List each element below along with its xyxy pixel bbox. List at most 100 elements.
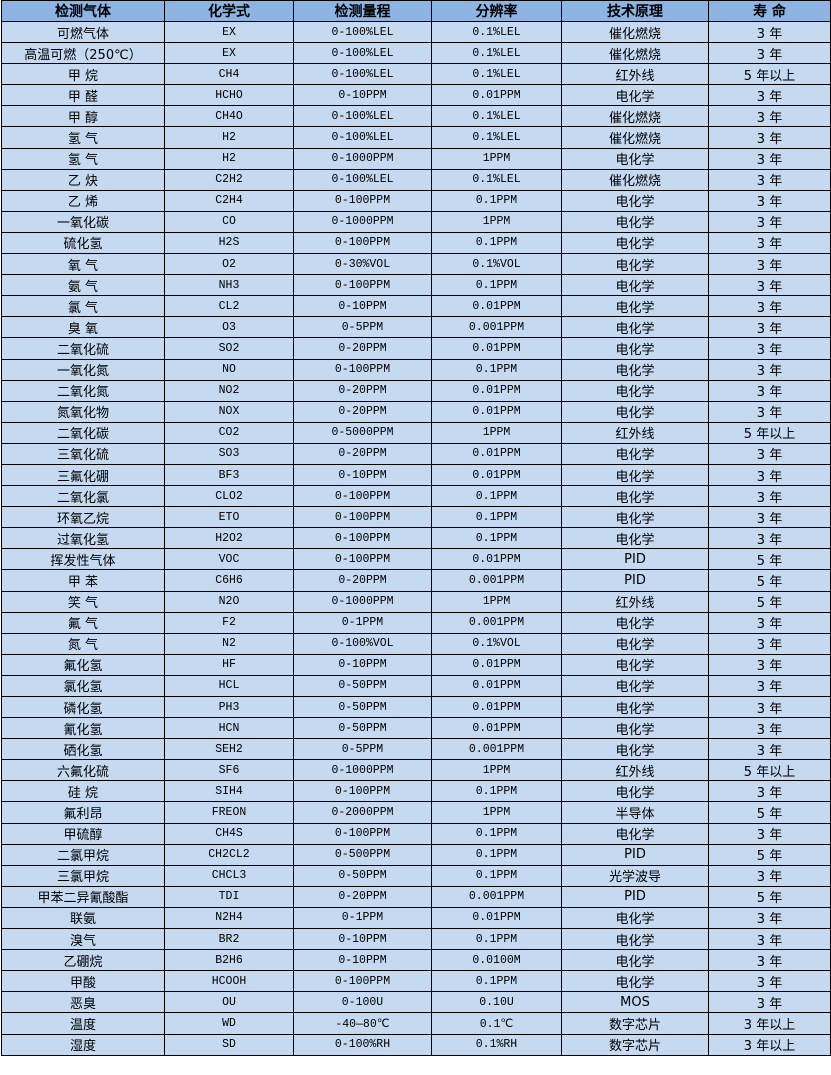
table-row: 可燃气体 EX 0-100%LEL 0.1%LEL 催化燃烧 3 年 [1, 20, 831, 44]
table-row: 氮氧化物 NOX 0-20PPM 0.01PPM 电化学 3 年 [1, 400, 831, 423]
gas-cell: 氟化氢 [1, 653, 165, 676]
lifespan-cell: 3 年 [708, 147, 831, 170]
resolution-cell: 1PPM [431, 590, 562, 613]
range-cell: 0-10PPM [293, 84, 432, 107]
table-row: 笑 气 N2O 0-1000PPM 1PPM 红外线 5 年 [1, 590, 831, 613]
formula-cell: N2 [164, 632, 294, 655]
lifespan-cell: 3 年 [708, 442, 831, 465]
formula-cell: NO2 [164, 379, 294, 402]
gas-cell: 三氟化硼 [1, 463, 165, 487]
lifespan-cell: 3 年 [708, 253, 831, 276]
range-cell: 0-100PPM [293, 485, 432, 508]
gas-cell: 环氧乙烷 [1, 506, 165, 529]
table-row: 二氧化氮 NO2 0-20PPM 0.01PPM 电化学 3 年 [1, 379, 831, 402]
principle-cell: 电化学 [561, 442, 709, 465]
formula-cell: NO [164, 358, 294, 381]
principle-cell: 数字芯片 [561, 1012, 709, 1035]
gas-cell: 甲硫醇 [1, 822, 165, 845]
table-row: 硫化氢 H2S 0-100PPM 0.1PPM 电化学 3 年 [1, 231, 831, 255]
table-row: 甲苯二异氰酸酯 TDI 0-20PPM 0.001PPM PID 5 年 [1, 885, 831, 908]
header-row: 检测气体 化学式 检测量程 分辨率 技术原理 寿 命 [1, 0, 831, 22]
table-row: 甲 醛 HCHO 0-10PPM 0.01PPM 电化学 3 年 [1, 84, 831, 107]
range-cell: 0-10PPM [293, 928, 432, 951]
lifespan-cell: 3 年 [708, 20, 831, 44]
principle-cell: 电化学 [561, 316, 709, 339]
range-cell: 0-10PPM [293, 463, 432, 487]
principle-cell: 电化学 [561, 253, 709, 276]
lifespan-cell: 3 年 [708, 780, 831, 803]
principle-cell: 电化学 [561, 949, 709, 972]
table-row: 三氧化硫 SO3 0-20PPM 0.01PPM 电化学 3 年 [1, 442, 831, 465]
gas-cell: 过氧化氢 [1, 527, 165, 550]
principle-cell: 红外线 [561, 421, 709, 444]
formula-cell: C2H2 [164, 168, 294, 191]
table-row: 氯 气 CL2 0-10PPM 0.01PPM 电化学 3 年 [1, 295, 831, 318]
range-cell: 0-50PPM [293, 695, 432, 719]
lifespan-cell: 3 年 [708, 295, 831, 318]
range-cell: 0-1000PPM [293, 210, 432, 233]
range-cell: 0-5000PPM [293, 421, 432, 444]
formula-cell: HCL [164, 674, 294, 698]
gas-cell: 磷化氢 [1, 695, 165, 719]
range-cell: 0-5PPM [293, 316, 432, 339]
range-cell: 0-10PPM [293, 949, 432, 972]
lifespan-cell: 3 年 [708, 316, 831, 339]
gas-cell: 硅 烷 [1, 780, 165, 803]
table-row: 臭 氧 O3 0-5PPM 0.001PPM 电化学 3 年 [1, 316, 831, 339]
formula-cell: HCOOH [164, 970, 294, 993]
principle-cell: 电化学 [561, 295, 709, 318]
lifespan-cell: 3 年 [708, 358, 831, 381]
gas-cell: 笑 气 [1, 590, 165, 613]
gas-cell: 联氨 [1, 906, 165, 930]
range-cell: 0-100%VOL [293, 632, 432, 655]
principle-cell: 红外线 [561, 759, 709, 782]
principle-cell: PID [561, 548, 709, 571]
lifespan-cell: 3 年 [708, 506, 831, 529]
lifespan-cell: 3 年以上 [708, 1012, 831, 1035]
table-row: 联氨 N2H4 0-1PPM 0.01PPM 电化学 3 年 [1, 906, 831, 930]
table-row: 湿度 SD 0-100%RH 0.1%RH 数字芯片 3 年以上 [1, 1033, 831, 1056]
table-row: 硒化氢 SEH2 0-5PPM 0.001PPM 电化学 3 年 [1, 738, 831, 761]
range-cell: 0-20PPM [293, 442, 432, 465]
gas-cell: 六氟化硫 [1, 759, 165, 782]
range-cell: 0-100PPM [293, 822, 432, 845]
formula-cell: HCN [164, 717, 294, 740]
resolution-cell: 0.01PPM [431, 337, 562, 360]
formula-cell: N2O [164, 590, 294, 613]
gas-cell: 甲 烷 [1, 63, 165, 86]
lifespan-cell: 3 年 [708, 717, 831, 740]
formula-cell: F2 [164, 611, 294, 634]
principle-cell: 催化燃烧 [561, 20, 709, 44]
resolution-cell: 0.01PPM [431, 442, 562, 465]
resolution-cell: 0.10U [431, 991, 562, 1014]
table-row: 过氧化氢 H2O2 0-100PPM 0.1PPM 电化学 3 年 [1, 527, 831, 550]
table-row: 一氧化碳 CO 0-1000PPM 1PPM 电化学 3 年 [1, 210, 831, 233]
table-row: 三氯甲烷 CHCL3 0-50PPM 0.1PPM 光学波导 3 年 [1, 864, 831, 887]
range-cell: 0-100PPM [293, 970, 432, 993]
principle-cell: 电化学 [561, 506, 709, 529]
lifespan-cell: 3 年 [708, 84, 831, 107]
table-row: 甲 苯 C6H6 0-20PPM 0.001PPM PID 5 年 [1, 569, 831, 592]
lifespan-cell: 5 年 [708, 843, 831, 866]
range-cell: 0-100%LEL [293, 63, 432, 86]
gas-cell: 氟 气 [1, 611, 165, 634]
resolution-cell: 0.001PPM [431, 885, 562, 908]
lifespan-cell: 3 年 [708, 653, 831, 676]
lifespan-cell: 3 年 [708, 991, 831, 1014]
range-cell: 0-100U [293, 991, 432, 1014]
resolution-cell: 0.1%LEL [431, 126, 562, 149]
principle-cell: 电化学 [561, 400, 709, 423]
table-row: 三氟化硼 BF3 0-10PPM 0.01PPM 电化学 3 年 [1, 463, 831, 487]
header-range: 检测量程 [293, 0, 432, 22]
gas-cell: 乙 烯 [1, 189, 165, 212]
formula-cell: SEH2 [164, 738, 294, 761]
formula-cell: CH2CL2 [164, 843, 294, 866]
lifespan-cell: 5 年 [708, 548, 831, 571]
principle-cell: PID [561, 885, 709, 908]
resolution-cell: 0.1PPM [431, 189, 562, 212]
resolution-cell: 1PPM [431, 801, 562, 824]
lifespan-cell: 5 年以上 [708, 63, 831, 86]
lifespan-cell: 3 年 [708, 463, 831, 487]
resolution-cell: 1PPM [431, 210, 562, 233]
principle-cell: 电化学 [561, 695, 709, 719]
